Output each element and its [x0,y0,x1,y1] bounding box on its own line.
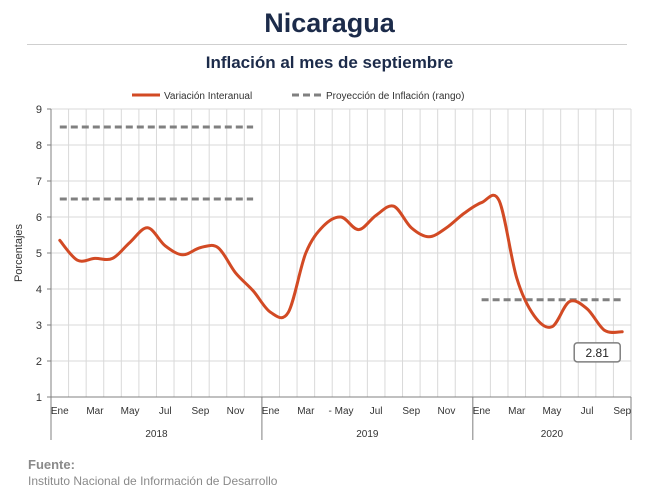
y-tick-label: 5 [36,248,42,260]
y-tick-label: 8 [36,140,42,152]
x-tick-label: Mar [86,406,104,417]
x-tick-label: Ene [473,406,491,417]
x-tick-label: Nov [227,406,245,417]
y-tick-label: 1 [36,392,42,404]
value-callout-label: 2.81 [586,346,610,360]
legend-label-variacion: Variación Interanual [164,91,252,102]
y-tick-label: 2 [36,356,42,368]
x-tick-label: Mar [297,406,315,417]
x-tick-label: Jul [159,406,172,417]
x-tick-label: Sep [191,406,209,417]
x-tick-label: Jul [581,406,594,417]
legend-label-proyeccion: Proyección de Inflación (rango) [326,91,464,102]
y-tick-label: 9 [36,104,42,116]
year-label: 2018 [145,429,168,440]
x-tick-label: Nov [438,406,456,417]
title-divider [27,44,627,45]
x-tick-label: - May [329,406,354,417]
value-callout-box [573,342,621,363]
x-tick-label: Sep [402,406,420,417]
x-tick-label: May [542,406,561,417]
year-label: 2020 [541,429,564,440]
year-label: 2019 [356,429,379,440]
source-label: Fuente: [28,457,75,472]
x-tick-label: Ene [262,406,280,417]
y-tick-label: 7 [36,176,42,188]
y-tick-label: 4 [36,284,42,296]
chart-title: Nicaragua [264,8,395,38]
x-tick-label: Ene [51,406,69,417]
y-tick-label: 6 [36,212,42,224]
x-tick-label: Jul [370,406,383,417]
source-text: Instituto Nacional de Información de Des… [28,474,278,488]
series-line-variacion-interanual [58,193,624,334]
chart-subtitle: Inflación al mes de septiembre [205,53,454,72]
y-tick-label: 3 [36,320,42,332]
x-tick-label: May [121,406,140,417]
y-axis-label: Porcentajes [13,223,25,282]
x-tick-label: Sep [613,406,631,417]
x-tick-label: Mar [508,406,526,417]
